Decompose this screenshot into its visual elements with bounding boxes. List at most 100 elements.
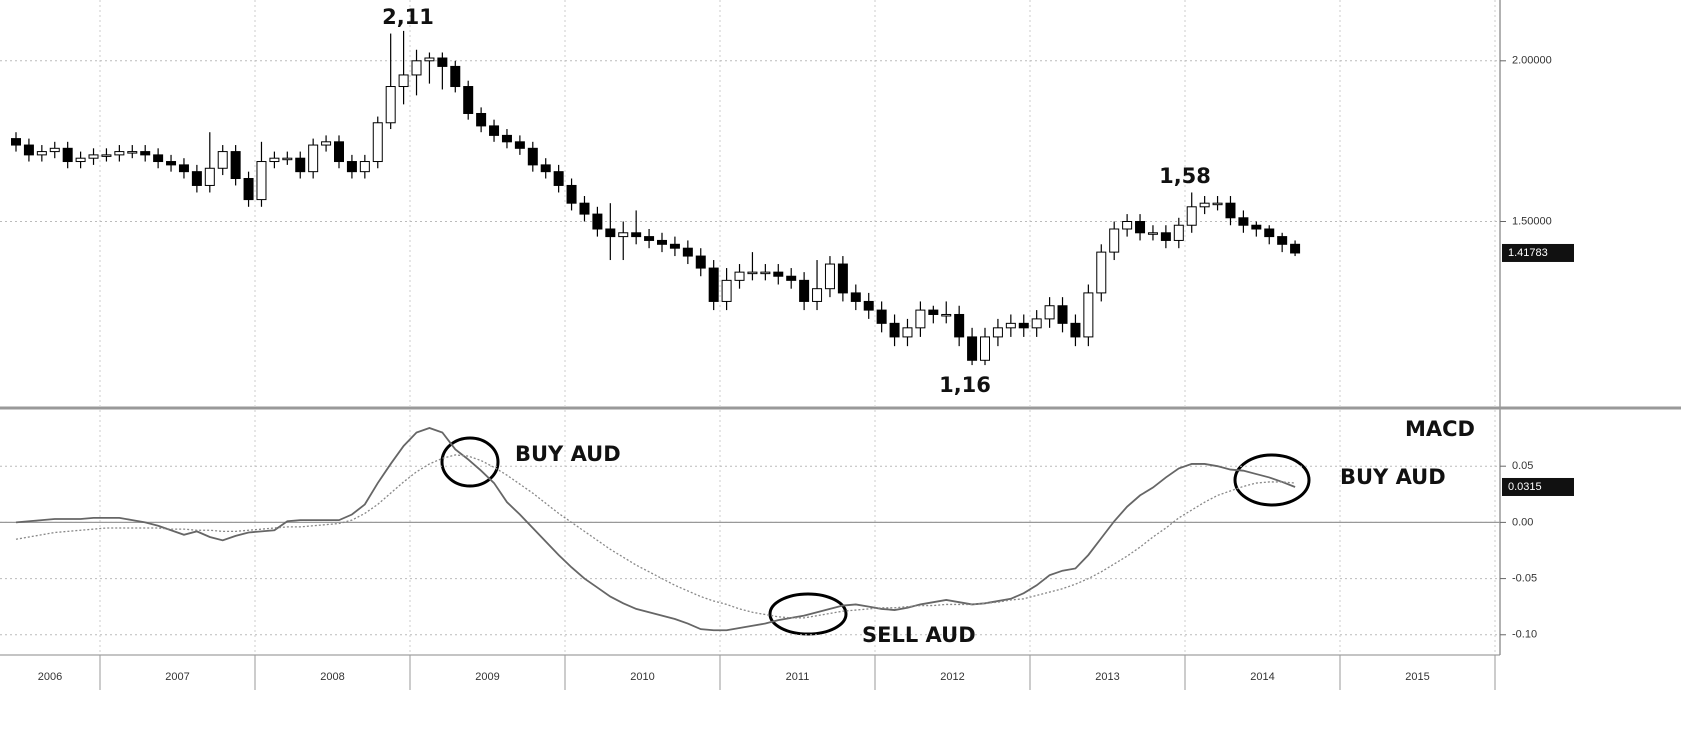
candle-body bbox=[1135, 221, 1146, 234]
candle-body bbox=[1083, 292, 1094, 338]
candle-body bbox=[489, 125, 500, 136]
candle-body bbox=[346, 161, 357, 173]
candle-body bbox=[773, 271, 784, 277]
annotation: BUY AUD bbox=[1340, 465, 1446, 489]
candle-body bbox=[476, 112, 487, 127]
annotation: 1,58 bbox=[1159, 164, 1211, 188]
candle-body bbox=[1225, 202, 1236, 219]
x-tick-label: 2015 bbox=[1405, 671, 1429, 683]
x-tick-label: 2013 bbox=[1095, 671, 1119, 683]
candle-body bbox=[863, 300, 874, 311]
candle-body bbox=[527, 147, 538, 166]
y-tick-label: 1.50000 bbox=[1512, 215, 1552, 227]
candle-body bbox=[398, 74, 409, 88]
candle-body bbox=[114, 151, 125, 156]
x-tick-label: 2012 bbox=[940, 671, 964, 683]
candle-body bbox=[605, 228, 616, 238]
candle-body bbox=[282, 157, 293, 161]
candle-body bbox=[1122, 221, 1133, 230]
candle-body bbox=[682, 247, 693, 257]
candle-body bbox=[514, 141, 525, 149]
candle-body bbox=[256, 161, 267, 201]
candle-body bbox=[230, 151, 241, 180]
candle-body bbox=[334, 141, 344, 163]
candle-body bbox=[592, 213, 603, 230]
candle-body bbox=[902, 327, 913, 338]
x-tick-label: 2007 bbox=[165, 671, 189, 683]
candle-body bbox=[967, 336, 978, 361]
candle-body bbox=[463, 86, 474, 114]
candle-body bbox=[876, 309, 887, 324]
candle-body bbox=[1251, 224, 1262, 230]
candle-body bbox=[1290, 243, 1301, 254]
candle-body bbox=[308, 144, 319, 173]
value-tag-label: 0.0315 bbox=[1508, 481, 1542, 493]
candle-body bbox=[540, 164, 551, 173]
candle-body bbox=[747, 271, 758, 275]
x-tick-label: 2011 bbox=[786, 671, 810, 683]
value-tag-label: 1.41783 bbox=[1508, 247, 1548, 259]
x-tick-label: 2008 bbox=[320, 671, 344, 683]
candle-body bbox=[579, 202, 590, 215]
candle-body bbox=[669, 243, 680, 249]
x-tick-label: 2006 bbox=[38, 671, 62, 683]
candle-body bbox=[1186, 206, 1197, 226]
annotation: SELL AUD bbox=[862, 623, 976, 647]
macd-line bbox=[15, 427, 1296, 632]
annotation: 1,16 bbox=[939, 373, 991, 397]
candle-body bbox=[980, 336, 990, 361]
plot: 2006 2007 2008 2009 2010 2011 2012 2013 2014 2015… bbox=[0, 0, 1574, 690]
candle-body bbox=[889, 322, 900, 338]
candle-body bbox=[734, 271, 745, 281]
candle-body bbox=[153, 154, 164, 163]
candle-body bbox=[824, 263, 835, 290]
candle-body bbox=[62, 147, 73, 163]
candle-body bbox=[837, 263, 848, 294]
candle-body bbox=[1044, 305, 1055, 320]
x-tick-label: 2010 bbox=[630, 671, 654, 683]
circle bbox=[768, 592, 848, 636]
candle-body bbox=[631, 232, 642, 238]
annotation: BUY AUD bbox=[515, 442, 621, 466]
candle-body bbox=[812, 288, 823, 302]
candle-body bbox=[553, 171, 564, 186]
candle-body bbox=[11, 138, 21, 146]
circle bbox=[1233, 453, 1311, 507]
candle-body bbox=[424, 57, 435, 62]
candle-body bbox=[217, 151, 228, 169]
candle-body bbox=[88, 154, 99, 159]
candle-body bbox=[359, 161, 370, 173]
candle-body bbox=[566, 184, 577, 204]
x-tick-label: 2009 bbox=[475, 671, 499, 683]
candle-body bbox=[1070, 322, 1081, 338]
candle-body bbox=[501, 134, 512, 143]
candle-body bbox=[49, 147, 60, 153]
candle-body bbox=[915, 309, 926, 329]
candle-body bbox=[295, 157, 306, 173]
candle-body bbox=[23, 144, 34, 156]
candle-body bbox=[1018, 322, 1029, 329]
candle-body bbox=[411, 60, 422, 76]
macd-line bbox=[15, 454, 1296, 619]
candle-body bbox=[760, 271, 771, 275]
value-tag bbox=[1502, 243, 1574, 262]
candle-body bbox=[1031, 318, 1042, 329]
y-tick-label: 2.00000 bbox=[1512, 55, 1552, 67]
panel-title: MACD bbox=[1405, 417, 1475, 441]
candle-body bbox=[1277, 236, 1288, 245]
candle-body bbox=[786, 275, 797, 281]
candle-body bbox=[178, 164, 189, 173]
candle-body bbox=[695, 255, 706, 269]
candle-body bbox=[1238, 217, 1249, 226]
y-tick-label: 0.05 bbox=[1512, 460, 1533, 472]
candle-body bbox=[437, 57, 448, 67]
y-tick-label: -0.10 bbox=[1512, 629, 1537, 641]
candle-body bbox=[191, 171, 202, 186]
candle-body bbox=[721, 279, 732, 302]
circle bbox=[440, 436, 500, 488]
candle-body bbox=[618, 232, 629, 238]
candle-body bbox=[928, 309, 939, 315]
y-tick-label: -0.05 bbox=[1512, 572, 1537, 584]
